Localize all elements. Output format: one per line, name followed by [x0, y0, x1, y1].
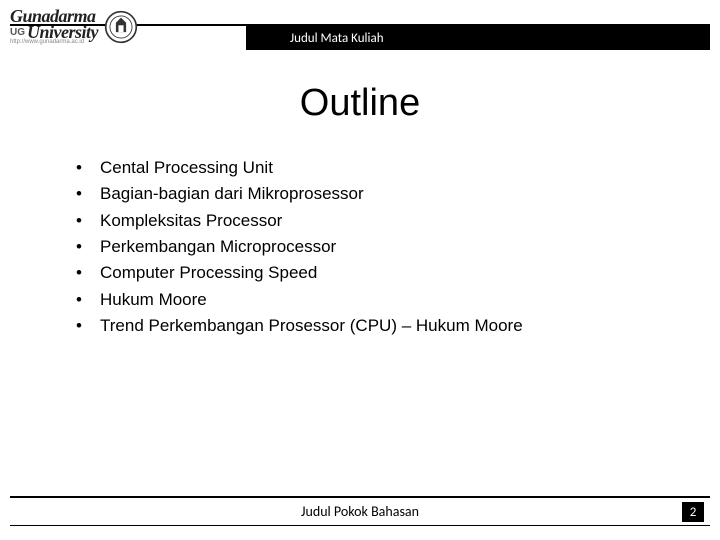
slide-footer: Judul Pokok Bahasan 2 [10, 496, 710, 526]
page-number: 2 [682, 502, 704, 522]
university-logo: Gunadarma UG University http://www.gunad… [10, 8, 138, 46]
university-seal-icon [104, 10, 138, 44]
course-title-bar: Judul Mata Kuliah [246, 26, 710, 50]
list-item: Trend Perkembangan Prosessor (CPU) – Huk… [72, 313, 720, 339]
list-item: Cental Processing Unit [72, 155, 720, 181]
logo-text: Gunadarma UG University http://www.gunad… [10, 8, 98, 46]
logo-ug: UG [10, 28, 25, 37]
list-item: Computer Processing Speed [72, 260, 720, 286]
footer-rule-top [10, 496, 710, 498]
logo-line2: University [27, 24, 98, 40]
slide-header: Gunadarma UG University http://www.gunad… [0, 0, 720, 60]
list-item: Bagian-bagian dari Mikroprosessor [72, 181, 720, 207]
course-title: Judul Mata Kuliah [290, 31, 384, 46]
slide-title: Outline [0, 82, 720, 125]
list-item: Kompleksitas Processor [72, 208, 720, 234]
list-item: Perkembangan Microprocessor [72, 234, 720, 260]
logo-url: http://www.gunadarma.ac.id [10, 40, 98, 45]
outline-list: Cental Processing Unit Bagian-bagian dar… [72, 155, 720, 339]
outline-content: Cental Processing Unit Bagian-bagian dar… [0, 155, 720, 339]
footer-rule-bottom [10, 525, 710, 527]
list-item: Hukum Moore [72, 287, 720, 313]
footer-topic: Judul Pokok Bahasan [10, 500, 710, 523]
